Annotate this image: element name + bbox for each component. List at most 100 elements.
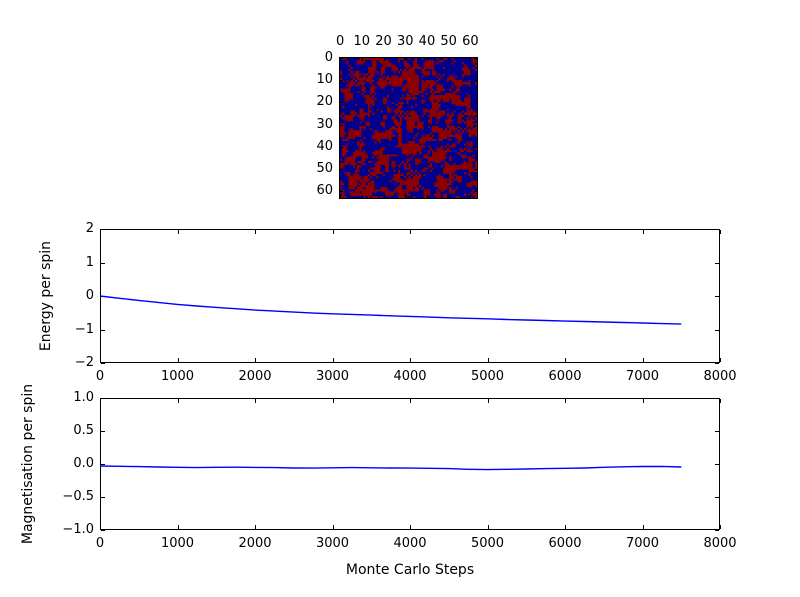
tick-mark	[642, 399, 644, 403]
tick-mark	[474, 169, 477, 171]
tick-mark	[101, 530, 105, 531]
tick-mark	[405, 58, 407, 61]
lattice-y-tick-label: 0	[324, 50, 333, 66]
y-tick-label: −1.0	[62, 522, 94, 537]
y-tick-label: 0.0	[73, 456, 94, 471]
tick-mark	[101, 398, 105, 399]
tick-mark	[177, 525, 179, 529]
x-tick-label: 6000	[548, 536, 582, 551]
lattice-y-tick-label: 50	[316, 161, 333, 177]
y-tick-label: 1.0	[73, 390, 94, 405]
x-tick-label: 2000	[238, 369, 272, 384]
tick-mark	[177, 230, 179, 234]
tick-mark	[410, 230, 411, 234]
tick-mark	[177, 399, 179, 403]
tick-mark	[720, 525, 721, 529]
tick-mark	[715, 464, 719, 465]
tick-mark	[426, 58, 428, 61]
x-tick-label: 7000	[625, 369, 660, 384]
x-tick-label: 0	[95, 369, 105, 384]
tick-mark	[383, 58, 385, 61]
x-axis-label: Monte Carlo Steps	[345, 562, 475, 578]
tick-mark	[565, 399, 566, 403]
y-tick-label: −0.5	[62, 489, 94, 504]
tick-mark	[100, 230, 101, 234]
lattice-axes-box	[339, 57, 478, 199]
lattice-x-tick-label: 60	[462, 34, 479, 49]
tick-mark	[410, 525, 411, 529]
tick-mark	[101, 363, 105, 364]
tick-mark	[715, 363, 719, 364]
tick-mark	[340, 58, 342, 61]
lattice-y-tick-label: 10	[316, 72, 333, 88]
tick-mark	[340, 191, 343, 193]
y-tick-label: −2	[74, 355, 94, 370]
tick-mark	[255, 358, 256, 362]
tick-mark	[565, 525, 566, 529]
tick-mark	[642, 358, 644, 362]
tick-mark	[101, 329, 105, 331]
tick-mark	[361, 195, 363, 198]
lattice-x-tick-label: 20	[375, 34, 392, 49]
tick-mark	[487, 230, 489, 234]
tick-mark	[715, 262, 719, 264]
y-tick-label: 1	[85, 254, 94, 270]
tick-mark	[255, 230, 256, 234]
y-tick-label: −1	[74, 321, 94, 337]
tick-mark	[487, 525, 489, 529]
tick-mark	[177, 358, 179, 362]
lattice-y-tick-label: 40	[316, 138, 333, 154]
x-tick-label: 1000	[160, 369, 195, 384]
lattice-y-tick-label: 30	[316, 116, 333, 132]
tick-mark	[448, 195, 450, 198]
tick-mark	[340, 58, 343, 60]
tick-mark	[101, 497, 105, 498]
y-tick-label: 2	[85, 221, 94, 236]
tick-mark	[642, 230, 644, 234]
x-tick-label: 1000	[160, 536, 195, 551]
tick-mark	[715, 530, 719, 531]
tick-mark	[720, 358, 721, 362]
lattice-y-tick-label: 60	[316, 183, 333, 199]
tick-mark	[101, 262, 105, 264]
tick-mark	[101, 464, 105, 465]
x-tick-label: 4000	[393, 536, 427, 551]
tick-mark	[332, 230, 334, 234]
tick-mark	[340, 80, 343, 82]
x-tick-label: 4000	[393, 369, 427, 384]
y-tick-label: 0.5	[73, 423, 94, 438]
tick-mark	[487, 358, 489, 362]
tick-mark	[100, 399, 101, 403]
tick-mark	[448, 58, 450, 61]
tick-mark	[100, 358, 101, 362]
y-tick-label: 0	[85, 288, 94, 303]
lattice-x-tick-label: 40	[418, 34, 436, 49]
tick-mark	[340, 169, 343, 171]
tick-mark	[565, 358, 566, 362]
tick-mark	[487, 399, 489, 403]
tick-mark	[332, 358, 334, 362]
lattice-x-tick-label: 0	[335, 34, 345, 49]
x-tick-label: 3000	[315, 536, 350, 551]
tick-mark	[474, 146, 477, 148]
energy-plot-area	[99, 295, 682, 325]
tick-mark	[332, 399, 334, 403]
x-tick-label: 6000	[548, 369, 582, 384]
tick-mark	[715, 229, 719, 230]
lattice-y-tick-label: 20	[316, 94, 333, 110]
tick-mark	[470, 58, 472, 61]
tick-mark	[340, 146, 343, 148]
lattice-x-tick-label: 10	[353, 34, 371, 49]
x-tick-label: 5000	[470, 536, 505, 551]
magnetisation-line	[99, 465, 682, 471]
tick-mark	[426, 195, 428, 198]
tick-mark	[340, 124, 343, 126]
tick-mark	[101, 431, 105, 432]
x-tick-label: 7000	[625, 536, 660, 551]
x-tick-label: 5000	[470, 369, 505, 384]
tick-mark	[340, 102, 343, 104]
tick-mark	[470, 195, 472, 198]
tick-mark	[715, 398, 719, 399]
tick-mark	[101, 229, 105, 230]
tick-mark	[410, 358, 411, 362]
